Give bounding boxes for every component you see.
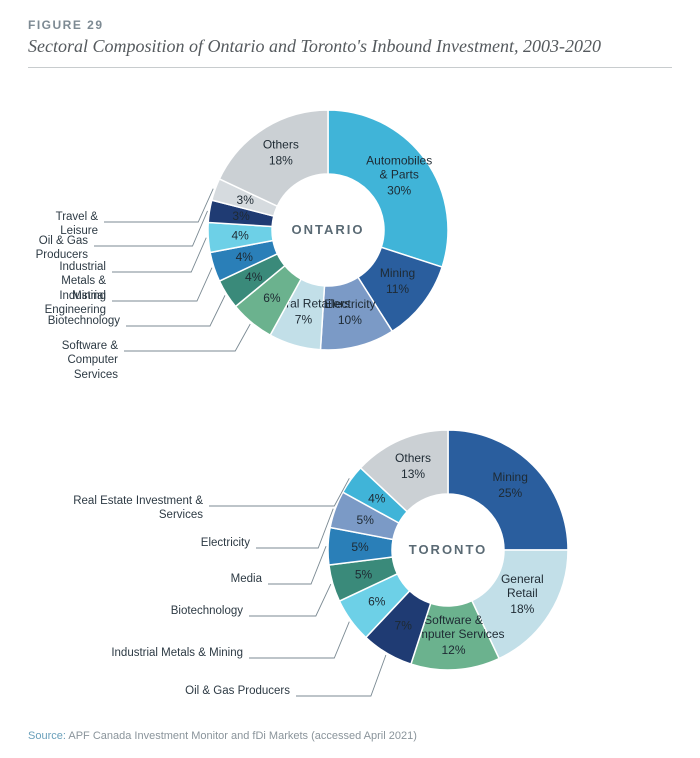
slice-label: & Parts — [380, 167, 419, 181]
slice-percent: 6% — [263, 291, 281, 305]
figure-number: FIGURE 29 — [28, 18, 672, 32]
external-slice-label: Travel & Leisure — [28, 210, 98, 239]
divider — [28, 67, 672, 68]
source-label: Source: — [28, 730, 66, 742]
slice-percent: 13% — [401, 467, 425, 481]
external-slice-label: Software & Computer Services — [28, 339, 118, 382]
slice-percent: 25% — [498, 486, 522, 500]
external-slice-label: Electricity — [28, 536, 250, 550]
external-slice-label: Media — [28, 572, 262, 586]
source-text: APF Canada Investment Monitor and fDi Ma… — [68, 730, 417, 742]
slice-percent: 18% — [269, 154, 293, 168]
slice-percent: 6% — [368, 595, 386, 609]
leader-line — [124, 324, 250, 351]
toronto-center-label: TORONTO — [388, 542, 508, 557]
leader-line — [268, 546, 326, 584]
slice-label: Others — [263, 138, 299, 152]
slice-percent: 4% — [368, 491, 386, 505]
leader-line — [209, 478, 349, 506]
slice-percent: 18% — [510, 602, 534, 616]
slice-percent: 3% — [232, 209, 250, 223]
slice-label: General — [501, 572, 544, 586]
figure-source: Source: APF Canada Investment Monitor an… — [28, 730, 417, 742]
slice-percent: 4% — [232, 229, 250, 243]
slice-percent: 10% — [338, 313, 362, 327]
slice-percent: 5% — [357, 513, 375, 527]
ontario-center-label: ONTARIO — [268, 222, 388, 237]
external-slice-label: Industrial Metals & Mining — [28, 260, 106, 303]
slice-percent: 11% — [386, 282, 409, 296]
leader-line — [296, 655, 386, 696]
leader-line — [249, 622, 349, 658]
slice-label: Mining — [493, 470, 528, 484]
slice-percent: 7% — [295, 313, 313, 327]
external-slice-label: Real Estate Investment & Services — [28, 494, 203, 523]
leader-line — [126, 295, 225, 326]
external-slice-label: Industrial Metals & Mining — [28, 646, 243, 660]
leader-line — [104, 189, 213, 222]
figure-title: Sectoral Composition of Ontario and Toro… — [28, 36, 672, 57]
slice-label: Others — [395, 451, 431, 465]
slice-percent: 30% — [387, 183, 411, 197]
slice-percent: 7% — [395, 619, 413, 633]
leader-line — [112, 238, 206, 272]
leader-line — [249, 584, 331, 616]
leader-line — [256, 509, 333, 548]
external-slice-label: Biotechnology — [28, 604, 243, 618]
slice-label: Mining — [380, 266, 415, 280]
slice-percent: 12% — [442, 643, 466, 657]
slice-label: Software & — [424, 613, 483, 627]
slice-label: Automobiles — [366, 153, 432, 167]
slice-label: Retail — [507, 586, 538, 600]
leader-line — [94, 211, 208, 246]
slice-percent: 5% — [355, 568, 373, 582]
external-slice-label: Oil & Gas Producers — [28, 684, 290, 698]
chart-area: Automobiles& Parts 30% Mining 11% Electricit… — [28, 80, 672, 710]
slice-percent: 4% — [236, 250, 254, 264]
slice-percent: 5% — [351, 540, 369, 554]
figure-root: FIGURE 29 Sectoral Composition of Ontari… — [0, 0, 700, 758]
slice-percent: 4% — [245, 270, 263, 284]
slice-percent: 3% — [237, 193, 255, 207]
leader-line — [112, 268, 212, 301]
